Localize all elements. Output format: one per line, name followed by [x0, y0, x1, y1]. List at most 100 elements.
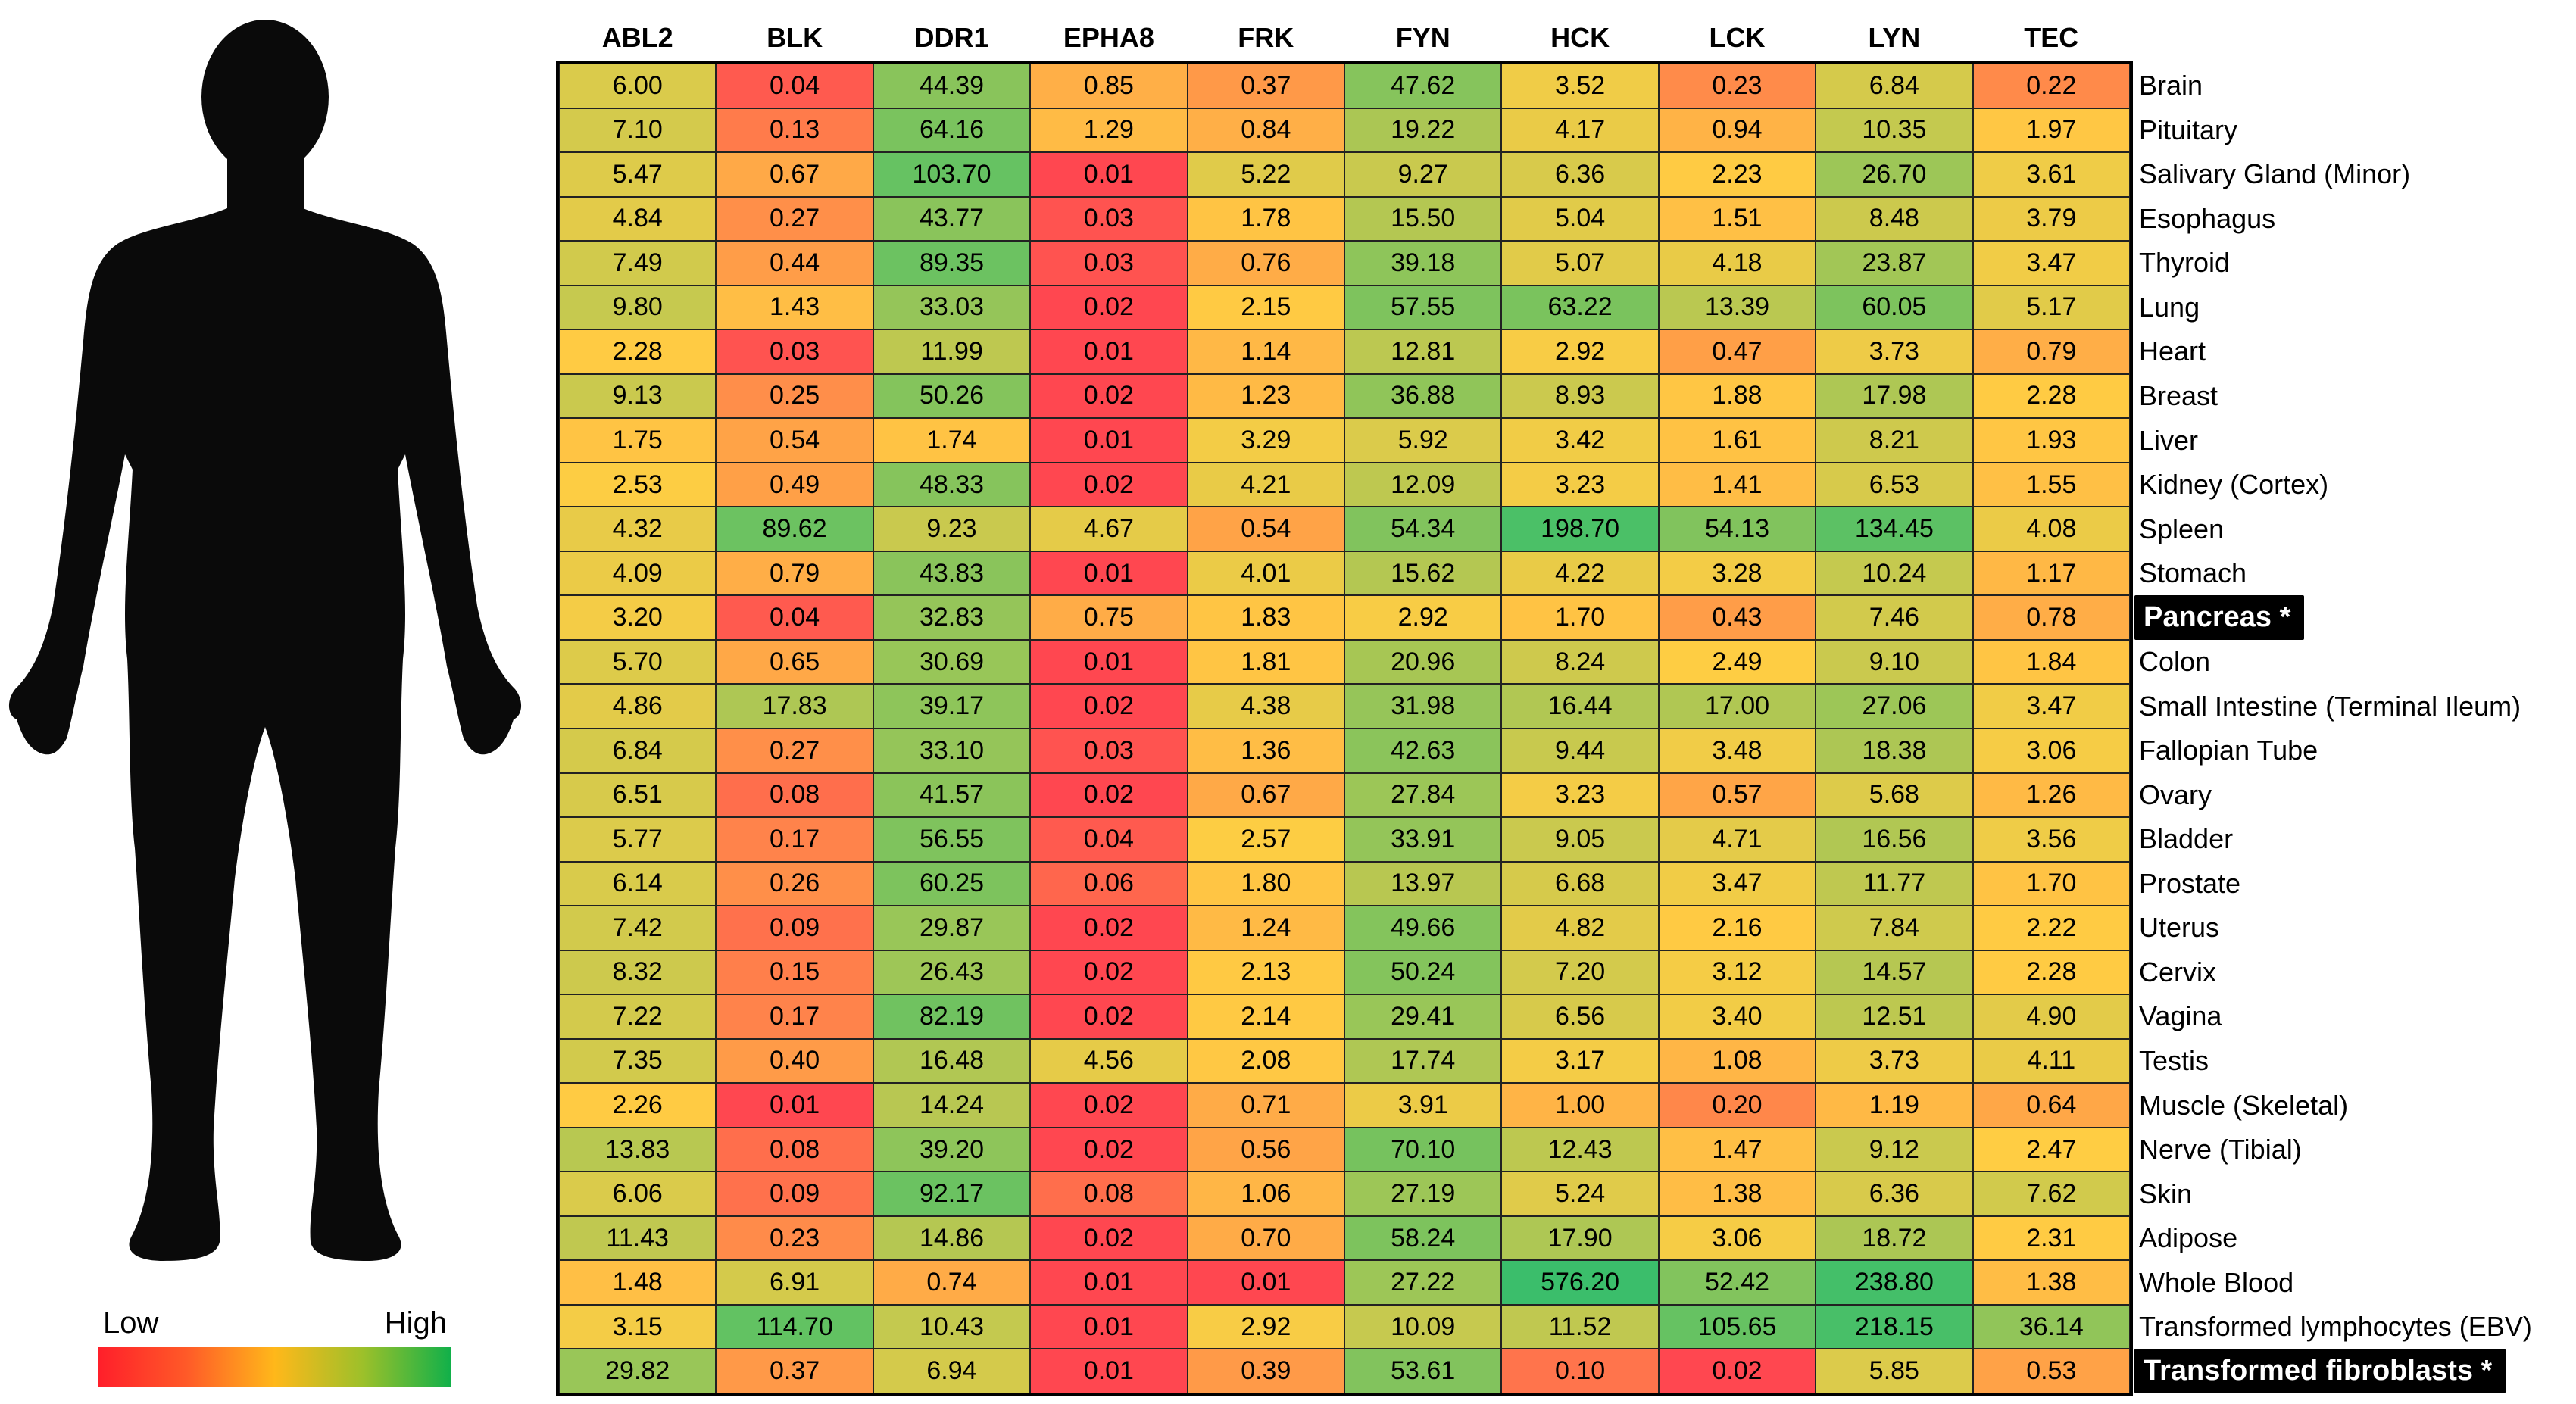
heatmap-cell: 48.33 — [873, 462, 1031, 507]
heatmap-cell: 9.27 — [1344, 152, 1502, 197]
heatmap-cell: 60.25 — [873, 861, 1031, 906]
heatmap-cell: 89.62 — [716, 507, 873, 551]
heatmap-cell: 3.47 — [1972, 684, 2130, 729]
heatmap-cell: 4.17 — [1501, 108, 1659, 153]
heatmap-cell: 0.02 — [1030, 285, 1188, 330]
heatmap-cell: 0.17 — [716, 994, 873, 1039]
heatmap-cell: 6.91 — [716, 1260, 873, 1305]
heatmap-cell: 3.23 — [1501, 462, 1659, 507]
heatmap-cell: 3.52 — [1501, 64, 1659, 108]
heatmap-cell: 0.49 — [716, 462, 873, 507]
heatmap-cell: 29.41 — [1344, 994, 1502, 1039]
heatmap-cell: 0.65 — [716, 639, 873, 685]
heatmap-cell: 2.16 — [1658, 906, 1816, 950]
heatmap-cell: 0.03 — [1030, 729, 1188, 773]
heatmap-cell: 13.83 — [559, 1127, 717, 1172]
heatmap-cell: 0.02 — [1030, 462, 1188, 507]
heatmap-cell: 105.65 — [1658, 1304, 1816, 1349]
heatmap-cell: 44.39 — [873, 64, 1031, 108]
heatmap-cell: 4.84 — [559, 196, 717, 242]
heatmap-cell: 12.09 — [1344, 462, 1502, 507]
row-label: Thyroid — [2139, 247, 2231, 279]
heatmap-cell: 43.77 — [873, 196, 1031, 242]
heatmap-cell: 1.17 — [1972, 551, 2130, 596]
heatmap-cell: 134.45 — [1816, 507, 1973, 551]
heatmap-cell: 13.39 — [1658, 285, 1816, 330]
heatmap-cell: 14.57 — [1816, 950, 1973, 995]
heatmap-cell: 0.02 — [1658, 1349, 1816, 1393]
heatmap-cell: 0.15 — [716, 950, 873, 995]
heatmap-cell: 0.94 — [1658, 108, 1816, 153]
heatmap-cell: 6.36 — [1816, 1172, 1973, 1216]
heatmap-cell: 0.13 — [716, 108, 873, 153]
heatmap-cell: 1.48 — [559, 1260, 717, 1305]
heatmap-cell: 1.36 — [1187, 729, 1344, 773]
heatmap-cell: 198.70 — [1501, 507, 1659, 551]
heatmap-cell: 0.01 — [1030, 329, 1188, 374]
heatmap-cell: 114.70 — [716, 1304, 873, 1349]
heatmap-cell: 7.22 — [559, 994, 717, 1039]
heatmap-cell: 11.99 — [873, 329, 1031, 374]
heatmap-cell: 17.74 — [1344, 1038, 1502, 1084]
heatmap-cell: 9.44 — [1501, 729, 1659, 773]
heatmap-cell: 3.15 — [559, 1304, 717, 1349]
heatmap-cell: 39.18 — [1344, 241, 1502, 285]
heatmap-cell: 29.87 — [873, 906, 1031, 950]
heatmap-cell: 3.40 — [1658, 994, 1816, 1039]
heatmap-cell: 218.15 — [1816, 1304, 1973, 1349]
heatmap-cell: 5.70 — [559, 639, 717, 685]
heatmap-cell: 1.74 — [873, 418, 1031, 463]
heatmap-cell: 3.06 — [1972, 729, 2130, 773]
heatmap-cell: 2.92 — [1344, 595, 1502, 640]
heatmap-cell: 0.09 — [716, 1172, 873, 1216]
column-header: TEC — [2024, 22, 2079, 53]
row-label: Spleen — [2139, 513, 2225, 544]
heatmap-cell: 0.01 — [716, 1083, 873, 1128]
heatmap-cell: 15.50 — [1344, 196, 1502, 242]
row-label: Colon — [2139, 646, 2211, 678]
heatmap-cell: 27.84 — [1344, 772, 1502, 818]
heatmap-cell: 0.02 — [1030, 772, 1188, 818]
row-label: Small Intestine (Terminal Ileum) — [2139, 690, 2521, 722]
heatmap-cell: 0.01 — [1030, 418, 1188, 463]
heatmap-cell: 1.24 — [1187, 906, 1344, 950]
heatmap-cell: 49.66 — [1344, 906, 1502, 950]
heatmap-cell: 3.06 — [1658, 1215, 1816, 1261]
heatmap-cell: 6.94 — [873, 1349, 1031, 1393]
row-label: Prostate — [2139, 867, 2241, 899]
heatmap-cell: 0.01 — [1030, 1304, 1188, 1349]
heatmap-cell: 42.63 — [1344, 729, 1502, 773]
heatmap-cell: 0.64 — [1972, 1083, 2130, 1128]
heatmap-cell: 6.68 — [1501, 861, 1659, 906]
heatmap-cell: 0.02 — [1030, 1127, 1188, 1172]
heatmap-cell: 89.35 — [873, 241, 1031, 285]
column-header: LYN — [1868, 22, 1921, 53]
heatmap-cell: 0.02 — [1030, 950, 1188, 995]
heatmap-cell: 0.01 — [1030, 1260, 1188, 1305]
heatmap-cell: 0.79 — [1972, 329, 2130, 374]
heatmap-cell: 10.43 — [873, 1304, 1031, 1349]
heatmap-cell: 0.10 — [1501, 1349, 1659, 1393]
heatmap-cell: 3.61 — [1972, 152, 2130, 197]
heatmap-cell: 13.97 — [1344, 861, 1502, 906]
heatmap-cell: 4.86 — [559, 684, 717, 729]
heatmap-cell: 0.03 — [1030, 241, 1188, 285]
heatmap-cell: 0.04 — [1030, 817, 1188, 862]
heatmap-cell: 26.70 — [1816, 152, 1973, 197]
heatmap-cell: 17.98 — [1816, 373, 1973, 419]
heatmap-cell: 0.02 — [1030, 373, 1188, 419]
heatmap-cell: 9.05 — [1501, 817, 1659, 862]
heatmap-cell: 0.25 — [716, 373, 873, 419]
heatmap-cell: 3.48 — [1658, 729, 1816, 773]
heatmap-cell: 5.77 — [559, 817, 717, 862]
heatmap-cell: 3.79 — [1972, 196, 2130, 242]
heatmap-cell: 8.21 — [1816, 418, 1973, 463]
row-label: Transformed lymphocytes (EBV) — [2139, 1311, 2532, 1343]
heatmap-cell: 6.56 — [1501, 994, 1659, 1039]
heatmap-cell: 0.01 — [1030, 639, 1188, 685]
heatmap-cell: 3.47 — [1658, 861, 1816, 906]
heatmap-cell: 18.72 — [1816, 1215, 1973, 1261]
heatmap-cell: 238.80 — [1816, 1260, 1973, 1305]
heatmap-cell: 576.20 — [1501, 1260, 1659, 1305]
